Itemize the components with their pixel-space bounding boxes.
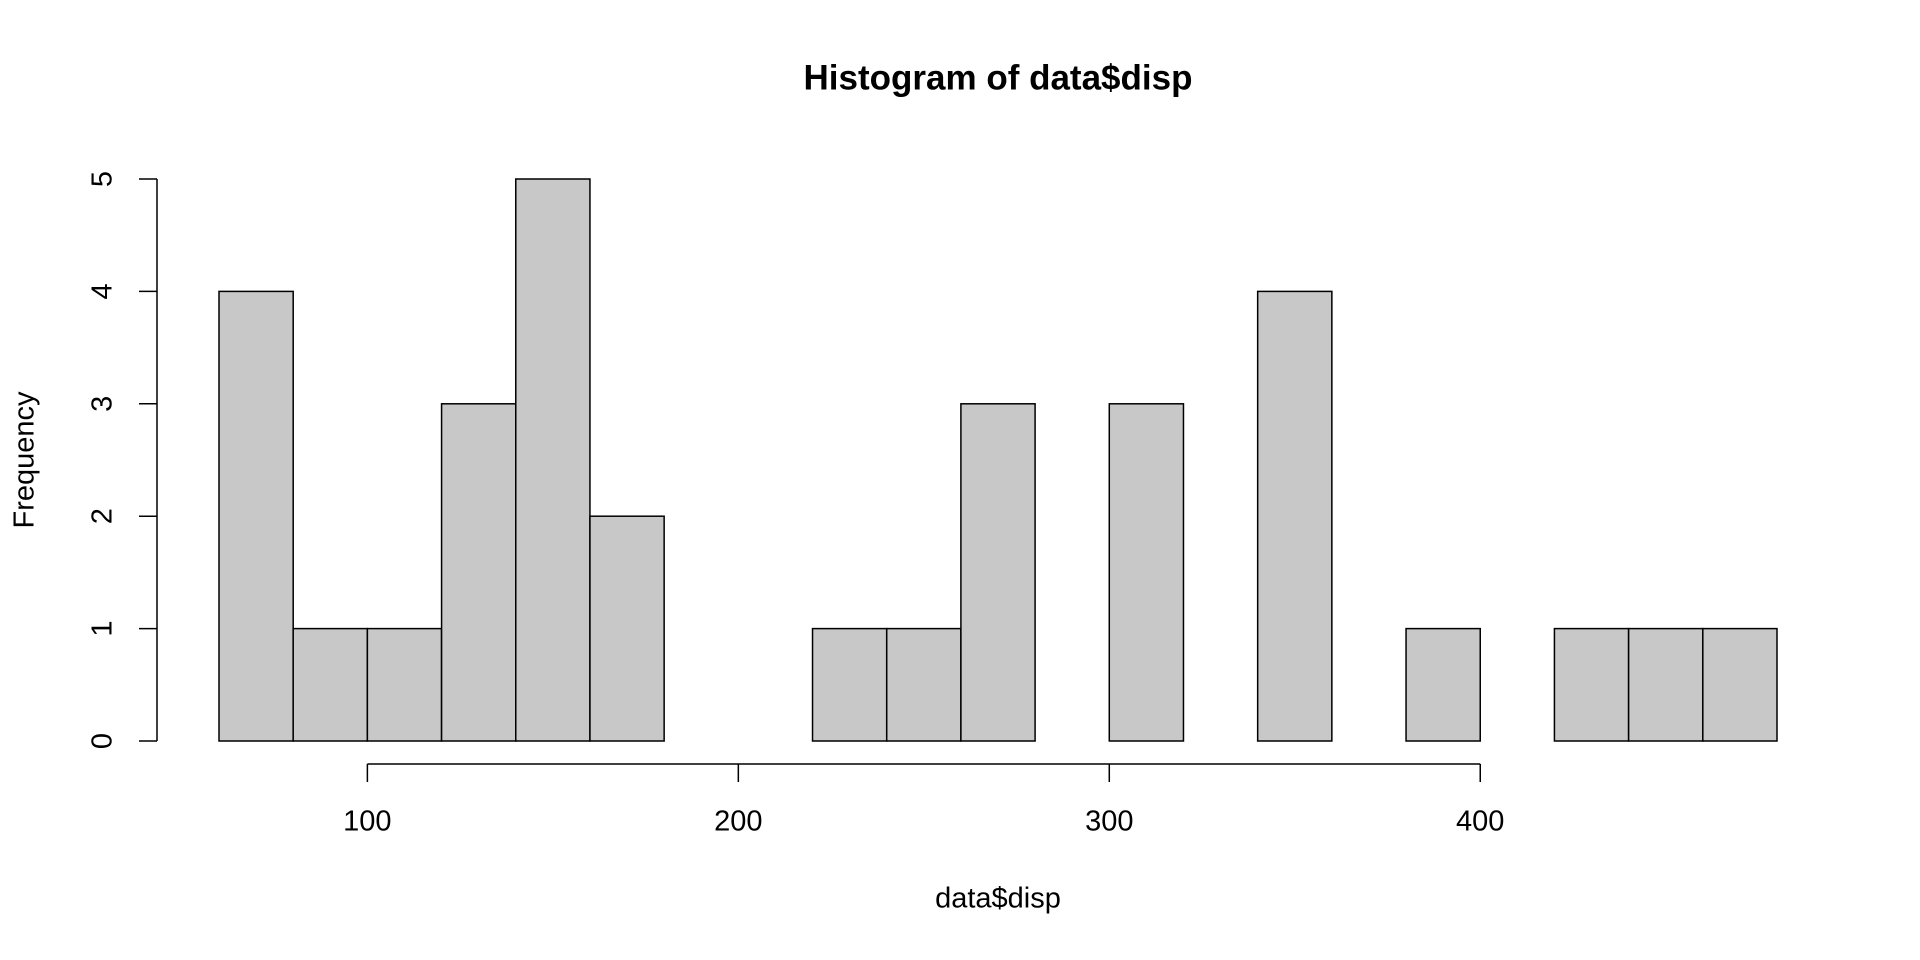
bar: [960, 403, 1036, 742]
y-tick-label: 5: [87, 171, 119, 187]
chart-title: Histogram of data$disp: [804, 58, 1193, 97]
y-tick-label: 0: [87, 733, 119, 749]
x-tick-label: 100: [343, 806, 391, 838]
x-tick-label: 200: [714, 806, 762, 838]
bar: [1702, 627, 1778, 742]
bar: [218, 290, 294, 742]
bar: [366, 627, 443, 742]
bar: [885, 627, 962, 742]
bar: [1405, 627, 1481, 742]
x-tick-label: 300: [1085, 806, 1133, 838]
y-tick-label: 2: [87, 508, 119, 524]
y-tick-label: 1: [87, 621, 119, 637]
bar: [589, 515, 665, 742]
x-tick-label: 400: [1456, 806, 1504, 838]
bar: [1256, 290, 1333, 742]
bar: [292, 627, 369, 742]
bar: [1108, 403, 1185, 742]
bar: [1553, 627, 1630, 742]
bar: [1627, 627, 1704, 742]
y-tick-label: 4: [87, 283, 119, 299]
bar: [515, 178, 591, 742]
y-tick-label: 3: [87, 396, 119, 412]
y-axis-label: Frequency: [9, 391, 41, 529]
bar: [811, 627, 888, 742]
bar: [440, 403, 517, 742]
x-axis-label: data$disp: [935, 883, 1061, 915]
